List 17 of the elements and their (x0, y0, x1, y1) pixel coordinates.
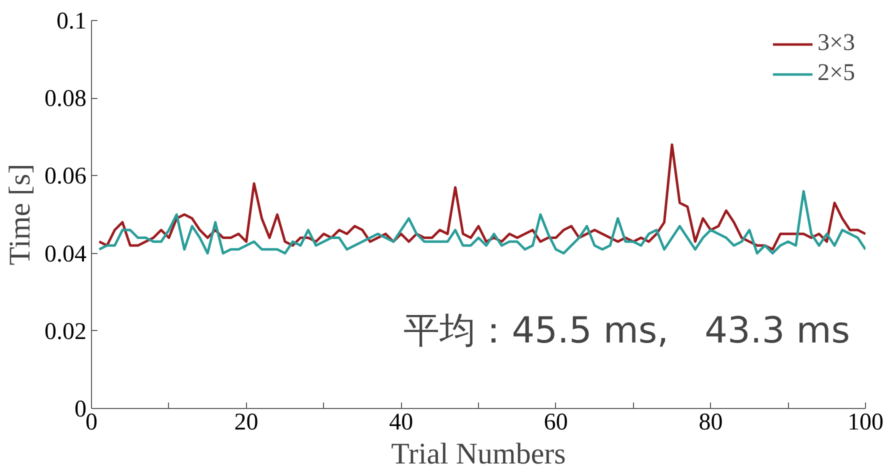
y-tick-label: 0.02 (44, 318, 86, 345)
y-tick-label: 0.06 (44, 164, 86, 190)
legend-label: 2×5 (817, 60, 855, 87)
x-tick-label: 60 (544, 410, 568, 436)
x-tick-label: 100 (848, 410, 884, 436)
x-tick-label: 20 (234, 410, 258, 436)
x-tick-label: 80 (698, 410, 723, 436)
y-tick-label: 0.04 (44, 241, 86, 268)
line-series (98, 143, 866, 251)
y-tick-label: 0.08 (44, 86, 86, 112)
x-axis-title: Trial Numbers (391, 438, 566, 470)
x-tick-label: 40 (389, 410, 414, 436)
annotation: 平均：45.5 ms, 43.3 ms (404, 310, 850, 352)
y-tick-label: 0.1 (56, 8, 86, 34)
y-axis-title: Time [s] (4, 164, 36, 266)
legend-label: 3×3 (817, 30, 855, 57)
line-series (98, 190, 866, 255)
